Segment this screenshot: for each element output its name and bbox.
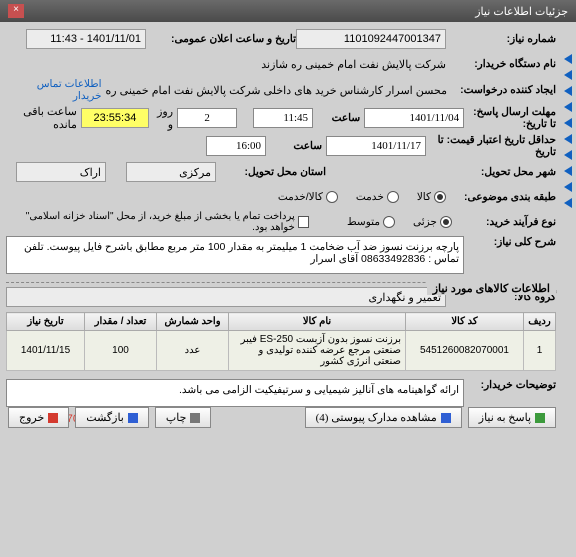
print-button[interactable]: چاپ — [155, 407, 212, 428]
need-no-value: 1101092447001347 — [296, 29, 446, 49]
form-content: شماره نیاز: 1101092447001347 تاریخ و ساع… — [0, 22, 576, 434]
attach-icon — [441, 413, 451, 423]
footer-buttons: پاسخ به نیاز مشاهده مدارک پیوستی (4) چاپ… — [8, 407, 556, 428]
city-value: اراک — [16, 162, 106, 182]
buyer-org-label: نام دستگاه خریدار: — [446, 58, 556, 70]
countdown-suffix: ساعت باقی مانده — [6, 105, 81, 131]
desc-text: پارچه برزنت نسوز ضد آب ضخامت 1 میلیمتر ب… — [6, 236, 464, 274]
days-remaining — [177, 108, 237, 128]
items-table: ردیف کد کالا نام کالا واحد شمارش تعداد /… — [6, 312, 556, 371]
col-date[interactable]: تاریخ نیاز — [7, 313, 85, 331]
deadline-time-input[interactable] — [253, 108, 313, 128]
items-section-title: اطلاعات کالاهای مورد نیاز — [427, 282, 556, 295]
radio-medium[interactable]: متوسط — [347, 216, 395, 228]
respond-button[interactable]: پاسخ به نیاز — [468, 407, 556, 428]
window-title: جزئیات اطلاعات نیاز — [475, 5, 568, 18]
treasury-check[interactable]: پرداخت تمام یا بخشی از مبلغ خرید، از محل… — [6, 211, 309, 233]
proc-type-label: نوع فرآیند خرید: — [452, 216, 556, 228]
titlebar: جزئیات اطلاعات نیاز × — [0, 0, 576, 22]
time-label-1: ساعت — [313, 112, 364, 124]
days-suffix: روز و — [149, 105, 177, 131]
group-value: تعمیر و نگهداری — [6, 287, 446, 307]
subject-class-label: طبقه بندی موضوعی: — [446, 191, 556, 203]
exit-button[interactable]: خروج — [8, 407, 69, 428]
valid-time-input[interactable] — [206, 136, 266, 156]
col-unit[interactable]: واحد شمارش — [157, 313, 229, 331]
reply-icon — [535, 413, 545, 423]
exit-icon — [48, 413, 58, 423]
proc-radio-group: جزئی متوسط پرداخت تمام یا بخشی از مبلغ خ… — [6, 211, 452, 233]
radio-goods[interactable]: کالا — [417, 191, 446, 203]
deadline-date-input[interactable] — [364, 108, 464, 128]
table-row[interactable]: 1 5451260082070001 برزنت نسوز بدون آزبست… — [7, 331, 556, 371]
valid-until-label: حداقل تاریخ اعتبار قیمت: تا تاریخ — [426, 134, 556, 158]
col-code[interactable]: کد کالا — [406, 313, 524, 331]
radio-small[interactable]: جزئی — [413, 216, 452, 228]
close-icon[interactable]: × — [8, 4, 24, 18]
print-icon — [190, 413, 200, 423]
time-label-2: ساعت — [266, 140, 326, 152]
province-label: استان محل تحویل: — [216, 166, 326, 178]
buyer-org-value: شرکت پالایش نفت امام خمینی ره شازند — [261, 58, 446, 71]
city-label: شهر محل تحویل: — [446, 166, 556, 178]
buyer-notes: ارائه گواهینامه های آنالیز شیمیایی و سرت… — [6, 379, 464, 407]
attachments-button[interactable]: مشاهده مدارک پیوستی (4) — [305, 407, 462, 428]
buyer-notes-label: توضیحات خریدار: — [464, 379, 556, 391]
contact-link[interactable]: اطلاعات تماس خریدار — [6, 78, 102, 102]
valid-date-input[interactable] — [326, 136, 426, 156]
subject-radio-group: کالا خدمت کالا/خدمت — [278, 191, 446, 203]
requester-value: محسن اسرار کارشناس خرید های داخلی شرکت پ… — [106, 84, 447, 97]
row-markers — [560, 48, 574, 384]
desc-label: شرح کلی نیاز: — [464, 236, 556, 248]
requester-label: ایجاد کننده درخواست: — [447, 84, 556, 96]
radio-goods-service[interactable]: کالا/خدمت — [278, 191, 338, 203]
radio-service[interactable]: خدمت — [356, 191, 399, 203]
back-icon — [128, 413, 138, 423]
announce-label: تاریخ و ساعت اعلان عمومی: — [146, 33, 296, 45]
need-no-label: شماره نیاز: — [446, 33, 556, 45]
deadline-label: مهلت ارسال پاسخ: تا تاریخ: — [464, 106, 556, 130]
col-name[interactable]: نام کالا — [229, 313, 406, 331]
back-button[interactable]: بازگشت — [75, 407, 149, 428]
col-row[interactable]: ردیف — [524, 313, 556, 331]
countdown: 23:55:34 — [81, 108, 149, 128]
col-qty[interactable]: تعداد / مقدار — [85, 313, 157, 331]
province-value: مرکزی — [126, 162, 216, 182]
announce-value: 1401/11/01 - 11:43 — [26, 29, 146, 49]
